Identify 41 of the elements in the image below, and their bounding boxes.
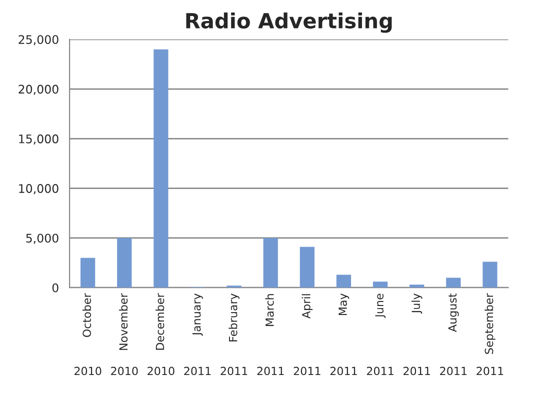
bar: [372, 282, 388, 288]
text: 2011: [404, 366, 430, 376]
x-tick-label: April: [302, 294, 313, 318]
bar: [154, 49, 168, 288]
text: 2011: [366, 366, 394, 376]
y-tick-label: 10,000: [19, 184, 58, 194]
text: 2011: [184, 366, 211, 376]
x-tick-label: August: [448, 293, 459, 332]
x-tick-label: January: [192, 294, 203, 336]
text: 2011: [294, 366, 320, 376]
x-tick-label: July: [411, 294, 422, 314]
bar: [336, 274, 352, 288]
y-tick-label: 5,000: [26, 234, 58, 244]
text: 2011: [330, 366, 357, 376]
y-tick-label: 15,000: [19, 134, 58, 145]
text: 2010: [74, 366, 102, 376]
text: 2011: [440, 366, 467, 376]
bar: [80, 258, 96, 288]
x-tick-label: December: [156, 293, 164, 350]
y-tick-label: 20,000: [18, 84, 58, 95]
bar: [263, 238, 278, 288]
bar: [117, 238, 132, 288]
text: 2011: [476, 366, 504, 376]
x-tick-label: May: [338, 294, 350, 316]
x-tick-label: March: [265, 294, 274, 326]
bar: [410, 284, 424, 288]
bar: [300, 246, 314, 288]
text: 2011: [220, 366, 248, 376]
chart-title: Radio Advertising: [186, 12, 392, 33]
x-tick-label: October: [82, 293, 92, 338]
y-tick-label: 0: [52, 283, 58, 292]
text: 2011: [257, 366, 284, 376]
y-tick-label: 25,000: [18, 35, 58, 46]
bar: [482, 262, 498, 288]
bar: [446, 278, 461, 288]
text: 2010: [148, 366, 174, 376]
text: 2010: [111, 366, 138, 376]
x-tick-label: June: [375, 294, 386, 318]
x-tick-label: February: [228, 294, 240, 342]
x-tick-label: November: [119, 293, 128, 350]
x-tick-label: September: [484, 293, 496, 354]
